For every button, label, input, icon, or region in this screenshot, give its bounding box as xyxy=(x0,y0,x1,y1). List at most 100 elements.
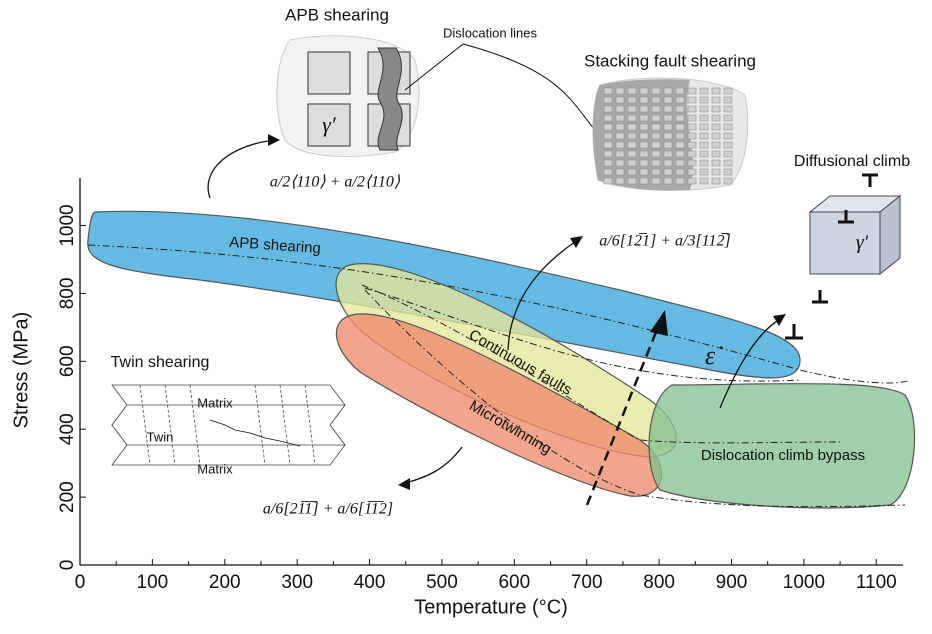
precipitate xyxy=(616,142,624,148)
precipitate xyxy=(604,124,612,130)
precipitate xyxy=(700,178,708,184)
precipitate xyxy=(688,106,696,112)
precipitate xyxy=(724,115,732,121)
twin-label: Twin xyxy=(147,429,174,444)
precipitate xyxy=(688,178,696,184)
precipitate xyxy=(724,124,732,130)
precipitate xyxy=(652,88,660,94)
precipitate xyxy=(676,151,684,157)
precipitate xyxy=(676,160,684,166)
precipitate xyxy=(724,106,732,112)
precipitate xyxy=(616,106,624,112)
x-tick-label: 700 xyxy=(571,572,603,593)
inset-title: Twin shearing xyxy=(111,354,210,371)
precipitate xyxy=(664,97,672,103)
precipitate xyxy=(640,142,648,148)
precipitate xyxy=(700,142,708,148)
precipitate xyxy=(712,133,720,139)
precipitate xyxy=(724,97,732,103)
x-tick-label: 1100 xyxy=(856,572,897,593)
precipitate xyxy=(616,133,624,139)
precipitate xyxy=(652,106,660,112)
precipitate xyxy=(640,97,648,103)
precipitate xyxy=(700,151,708,157)
burgers-vector: a/6[12̅1] + a/3[112̅] xyxy=(599,233,730,250)
precipitate xyxy=(712,88,720,94)
precipitate xyxy=(724,178,732,184)
precipitate xyxy=(676,169,684,175)
precipitate xyxy=(640,124,648,130)
precipitate xyxy=(712,178,720,184)
precipitate xyxy=(724,88,732,94)
region-climb xyxy=(649,384,915,508)
precipitate xyxy=(604,133,612,139)
region-label: Dislocation climb bypass xyxy=(701,447,865,464)
x-tick-label: 1000 xyxy=(783,572,825,593)
precipitate xyxy=(616,178,624,184)
precipitate xyxy=(604,88,612,94)
precipitate xyxy=(700,115,708,121)
precipitate xyxy=(676,115,684,121)
precipitate xyxy=(604,142,612,148)
precipitate xyxy=(688,133,696,139)
precipitate xyxy=(712,97,720,103)
precipitate xyxy=(652,124,660,130)
precipitate xyxy=(724,151,732,157)
precipitate xyxy=(604,151,612,157)
precipitate xyxy=(616,88,624,94)
precipitate xyxy=(652,142,660,148)
precipitate xyxy=(628,142,636,148)
precipitate xyxy=(688,151,696,157)
precipitate xyxy=(700,106,708,112)
precipitate xyxy=(724,133,732,139)
precipitate xyxy=(616,124,624,130)
precipitate xyxy=(664,169,672,175)
precipitate xyxy=(628,97,636,103)
y-tick-label: 400 xyxy=(57,413,78,445)
precipitate xyxy=(664,151,672,157)
y-tick-label: 1000 xyxy=(57,204,78,246)
precipitate xyxy=(712,151,720,157)
twin-label: Matrix xyxy=(197,395,233,410)
precipitate xyxy=(676,106,684,112)
precipitate xyxy=(688,124,696,130)
precipitate xyxy=(664,133,672,139)
x-tick-label: 800 xyxy=(643,572,675,593)
inset-title: Stacking fault shearing xyxy=(584,51,756,70)
x-tick-label: 600 xyxy=(498,572,530,593)
x-tick-label: 100 xyxy=(137,572,169,593)
inset-title: APB shearing xyxy=(285,5,389,24)
precipitate xyxy=(664,160,672,166)
precipitate xyxy=(652,169,660,175)
precipitate xyxy=(628,160,636,166)
precipitate xyxy=(604,115,612,121)
phase: γ′ xyxy=(856,232,869,254)
precipitate xyxy=(652,133,660,139)
precipitate xyxy=(652,115,660,121)
precipitate xyxy=(640,133,648,139)
precipitate xyxy=(688,142,696,148)
precipitate xyxy=(712,115,720,121)
precipitate xyxy=(616,169,624,175)
x-tick-label: 0 xyxy=(75,572,86,593)
precipitate xyxy=(676,97,684,103)
phase: γ′ xyxy=(322,112,337,137)
precipitate xyxy=(652,178,660,184)
precipitate xyxy=(628,88,636,94)
precipitate xyxy=(664,124,672,130)
precipitate xyxy=(652,151,660,157)
x-tick-label: 300 xyxy=(281,572,313,593)
precipitate xyxy=(652,160,660,166)
precipitate xyxy=(640,115,648,121)
precipitate xyxy=(688,88,696,94)
precipitate xyxy=(604,178,612,184)
precipitate xyxy=(628,178,636,184)
precipitate xyxy=(640,151,648,157)
precipitate xyxy=(724,142,732,148)
precipitate xyxy=(712,160,720,166)
y-tick-label: 800 xyxy=(57,278,78,310)
x-tick-label: 400 xyxy=(354,572,386,593)
precipitate xyxy=(640,88,648,94)
precipitate xyxy=(628,151,636,157)
precipitate xyxy=(628,115,636,121)
